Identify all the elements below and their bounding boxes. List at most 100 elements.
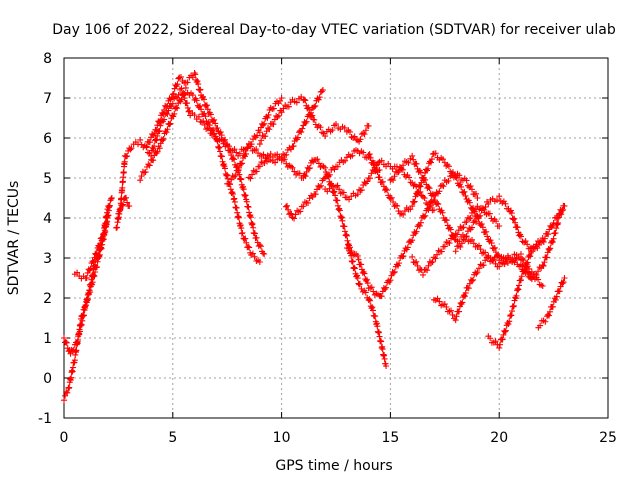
- data-point: [461, 188, 468, 195]
- data-point: [496, 344, 503, 351]
- data-point: [549, 239, 556, 246]
- data-point: [198, 119, 205, 126]
- data-point: [116, 210, 123, 217]
- data-point: [430, 192, 437, 199]
- data-point: [492, 249, 499, 256]
- data-point: [552, 229, 559, 236]
- series-track-20: [485, 235, 546, 351]
- data-point: [143, 163, 150, 170]
- data-point: [383, 363, 390, 369]
- data-point: [326, 185, 333, 192]
- data-point: [341, 228, 348, 235]
- data-point: [240, 186, 247, 193]
- data-point: [444, 161, 451, 168]
- data-point: [222, 136, 229, 143]
- data-point: [262, 133, 269, 140]
- data-point: [479, 205, 486, 212]
- data-point: [548, 224, 555, 231]
- data-point: [213, 135, 220, 142]
- data-point: [274, 151, 281, 158]
- data-point: [100, 230, 107, 237]
- data-point: [560, 279, 567, 286]
- data-point: [164, 126, 171, 133]
- data-point: [400, 253, 407, 260]
- y-tick-label: 4: [43, 211, 52, 227]
- data-point: [330, 189, 337, 196]
- data-point: [257, 243, 264, 250]
- data-point: [87, 265, 94, 272]
- data-point: [242, 150, 249, 157]
- data-point: [203, 126, 210, 133]
- data-point: [203, 102, 210, 109]
- data-point: [62, 339, 69, 346]
- data-point: [312, 102, 319, 109]
- data-point: [524, 259, 531, 266]
- data-point: [429, 258, 436, 265]
- data-point: [282, 203, 289, 210]
- data-point: [462, 289, 469, 296]
- data-point: [238, 176, 245, 183]
- data-point: [528, 249, 535, 256]
- data-point: [557, 210, 564, 217]
- data-point: [260, 151, 267, 158]
- data-point: [501, 261, 508, 268]
- data-point: [153, 126, 160, 133]
- data-point: [465, 285, 472, 292]
- data-point: [233, 149, 240, 156]
- data-point: [173, 104, 180, 111]
- data-point: [362, 289, 369, 296]
- data-point: [354, 275, 361, 282]
- data-point: [367, 297, 374, 304]
- data-point: [121, 158, 128, 165]
- data-point: [460, 224, 467, 231]
- data-point: [473, 219, 480, 226]
- data-point: [355, 256, 362, 263]
- data-point: [214, 124, 221, 131]
- data-point: [561, 275, 568, 281]
- data-point: [346, 244, 353, 251]
- y-tick-label: 2: [43, 291, 52, 307]
- data-point: [455, 227, 462, 234]
- data-point: [542, 318, 549, 325]
- data-point: [353, 273, 360, 280]
- data-point: [283, 160, 290, 167]
- data-point: [535, 276, 542, 283]
- data-point: [508, 210, 515, 217]
- data-point: [488, 240, 495, 247]
- x-tick-label: 15: [381, 430, 399, 446]
- data-point: [298, 93, 305, 100]
- data-point: [120, 169, 127, 176]
- data-point: [522, 266, 529, 273]
- x-tick-label: 10: [273, 430, 291, 446]
- data-point: [334, 202, 341, 209]
- data-point: [367, 175, 373, 182]
- data-point: [535, 268, 542, 275]
- data-point: [415, 189, 422, 196]
- data-point: [487, 237, 494, 244]
- data-point: [246, 212, 253, 219]
- data-point: [83, 274, 90, 281]
- data-point: [316, 184, 323, 191]
- data-point: [245, 243, 252, 250]
- data-point: [346, 128, 353, 135]
- data-point: [261, 160, 268, 166]
- data-point: [108, 195, 115, 201]
- data-point: [278, 154, 285, 161]
- data-point: [216, 144, 223, 151]
- data-point: [387, 195, 394, 202]
- data-point: [195, 113, 202, 120]
- data-point: [152, 136, 159, 143]
- data-point: [456, 308, 463, 315]
- data-point: [160, 135, 167, 142]
- data-point: [512, 219, 519, 226]
- data-point: [409, 203, 416, 210]
- data-point: [93, 251, 100, 258]
- data-point: [435, 201, 442, 208]
- data-point: [475, 242, 482, 249]
- data-point: [120, 201, 127, 208]
- data-point: [470, 276, 477, 283]
- data-point: [358, 187, 365, 194]
- data-point: [436, 298, 443, 305]
- x-axis-label: GPS time / hours: [275, 458, 392, 474]
- data-point: [316, 94, 323, 101]
